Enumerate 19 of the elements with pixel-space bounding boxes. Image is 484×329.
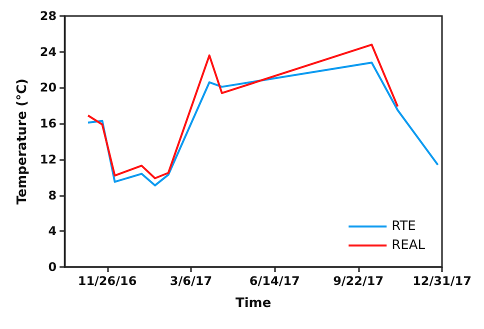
y-tick-label: 12 <box>40 152 57 166</box>
x-tick-label: 6/14/17 <box>249 274 300 288</box>
legend-label: RTE <box>392 219 416 234</box>
line-series <box>87 62 439 186</box>
y-tick-label: 8 <box>48 188 57 202</box>
x-axis-title: Time <box>235 296 272 311</box>
legend-label: REAL <box>392 238 426 253</box>
y-tick-label: 28 <box>40 9 57 23</box>
x-tick-label: 9/22/17 <box>333 274 384 288</box>
y-tick-label: 16 <box>40 116 57 131</box>
y-axis-title: Temperature (°C) <box>15 78 30 204</box>
y-tick-label: 24 <box>40 44 57 59</box>
x-tick-label: 11/26/16 <box>78 274 137 288</box>
y-tick-label: 20 <box>40 80 57 95</box>
x-tick-label: 3/6/17 <box>170 274 212 288</box>
x-tick-label: 12/31/17 <box>412 274 472 288</box>
y-tick-label: 4 <box>48 224 57 238</box>
line-series <box>87 44 399 180</box>
y-tick-label: 0 <box>48 260 57 274</box>
